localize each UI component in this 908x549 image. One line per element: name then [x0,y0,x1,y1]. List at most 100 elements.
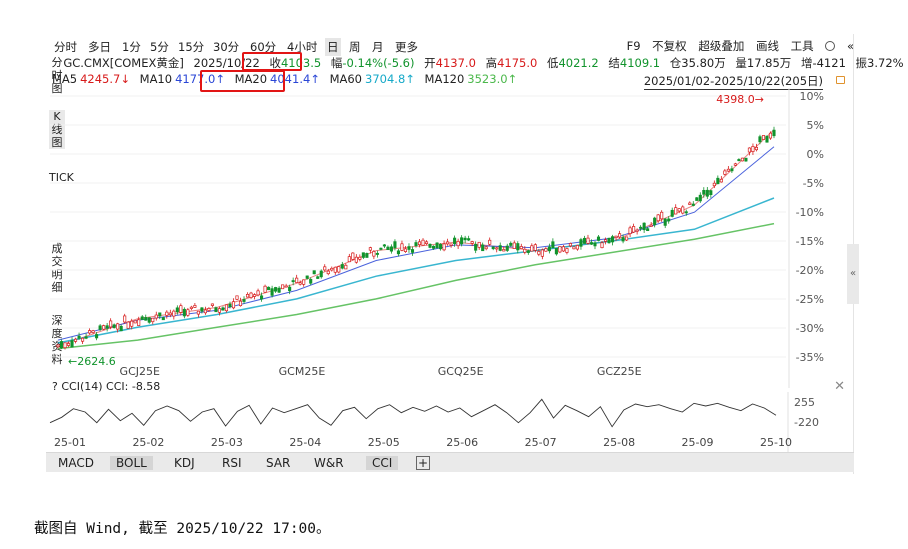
tab-kdj[interactable]: KDJ [174,456,195,470]
ma20-value: 4041.4↑ [270,72,320,86]
tab-cci[interactable]: CCI [366,456,399,470]
tab-boll[interactable]: BOLL [110,456,153,470]
candle [410,249,415,253]
candle [333,266,337,273]
low-value: 4021.2 [558,56,599,70]
candle [456,240,460,247]
candle [358,256,362,260]
candle [186,309,190,316]
side-tab-trade-detail[interactable]: 成交明细 [51,242,63,294]
help-icon[interactable]: ? [52,380,58,393]
oi-change-label: 增 [800,56,813,70]
candle [319,270,323,278]
period-tab-more[interactable]: 更多 [395,40,418,54]
tab-macd[interactable]: MACD [58,456,94,470]
super-overlay-button[interactable]: 超级叠加 [698,39,745,53]
draw-line-button[interactable]: 画线 [755,39,779,53]
candle [102,325,106,330]
amplitude-value: 3.72% [867,56,904,70]
candle [586,237,590,244]
period-tab-day[interactable]: 日 [325,38,341,56]
ma5-label: MA5 [52,72,78,86]
candle [561,246,565,252]
double-chevron-left-icon[interactable]: « [846,39,854,53]
period-tab-multiday[interactable]: 多日 [88,40,111,54]
candle [554,247,558,255]
tab-rsi[interactable]: RSI [222,456,242,470]
candle [396,250,401,255]
candle [414,242,418,246]
candle [59,341,64,348]
period-tab-5min[interactable]: 5分 [150,40,169,54]
candle [158,312,162,317]
contract-label: GCZ25E [597,365,642,378]
candle [670,209,674,217]
candle [140,316,144,320]
tools-button[interactable]: 工具 [790,39,814,53]
tab-wr[interactable]: W&R [314,456,344,470]
candle [695,197,699,201]
candle [263,285,267,293]
gear-icon[interactable] [825,39,836,53]
candle [663,218,667,226]
candle [589,242,594,245]
candle [575,245,580,250]
right-axis-tick: -30% [796,322,824,335]
candle [417,241,422,246]
candle [214,307,218,313]
candle [242,299,246,302]
candle [196,310,200,315]
period-tab-30min[interactable]: 30分 [213,40,240,54]
candle [235,295,239,300]
right-axis-tick: 0% [807,148,824,161]
period-tab-1min[interactable]: 1分 [122,40,141,54]
quote-row: . GC.CMX[COMEX黄金] 2025/10/22 收4103.5 幅-0… [52,55,908,71]
candle [600,242,604,249]
ma5-value: 4245.7↓ [80,72,130,86]
side-tab-kline[interactable]: K线图 [49,110,65,149]
high-label: 高 [485,56,498,70]
candle [702,190,706,195]
candle [498,245,502,251]
lock-icon[interactable] [836,76,845,84]
candle [653,217,657,226]
period-tab-timeshare[interactable]: 分时 [54,40,77,54]
candle [77,335,81,339]
tab-sar[interactable]: SAR [266,456,291,470]
candle [628,227,632,234]
f9-button[interactable]: F9 [626,39,641,53]
ma20-label: MA20 [234,72,268,86]
candle [70,340,74,348]
indicator-value: -8.58 [131,380,161,393]
candle [488,239,492,245]
cci-chart[interactable]: 255 -220 25-01 25-02 25-03 25-04 25-05 25-06 25-… [46,392,854,452]
candle [540,249,544,257]
period-tab-4hour[interactable]: 4小时 [287,40,318,54]
open-value: 4137.0 [435,56,476,70]
candle [474,243,478,251]
period-tab-60min[interactable]: 60分 [250,40,277,54]
candle [761,135,766,140]
candle [344,264,348,270]
candle [291,280,295,283]
collapse-handle-icon[interactable]: « [847,244,859,304]
close-icon[interactable]: ✕ [834,379,845,394]
month-label: 25-10 [760,436,792,449]
period-tab-15min[interactable]: 15分 [178,40,205,54]
candle [172,310,176,317]
candle [81,337,85,342]
kline-chart[interactable]: 10% 5% 0% -5% -10% -15% -20% -25% -30% -35% 4398.0… [46,88,854,388]
side-tab-timeshare[interactable]: 分时图 [51,56,63,95]
close-label: 收 [269,56,281,70]
candle [603,239,608,242]
period-tab-week[interactable]: 周 [349,40,361,54]
plus-box-icon[interactable]: + [416,456,430,470]
candle [442,243,446,251]
no-adjust-button[interactable]: 不复权 [652,39,687,53]
date-range-selector[interactable]: 2025/01/02-2025/10/22(205日) [643,74,823,90]
ma60-value: 3704.8↑ [365,72,415,86]
period-tab-month[interactable]: 月 [372,40,384,54]
candle [660,211,664,220]
contract-label: GCM25E [279,365,326,378]
candle [593,242,597,247]
